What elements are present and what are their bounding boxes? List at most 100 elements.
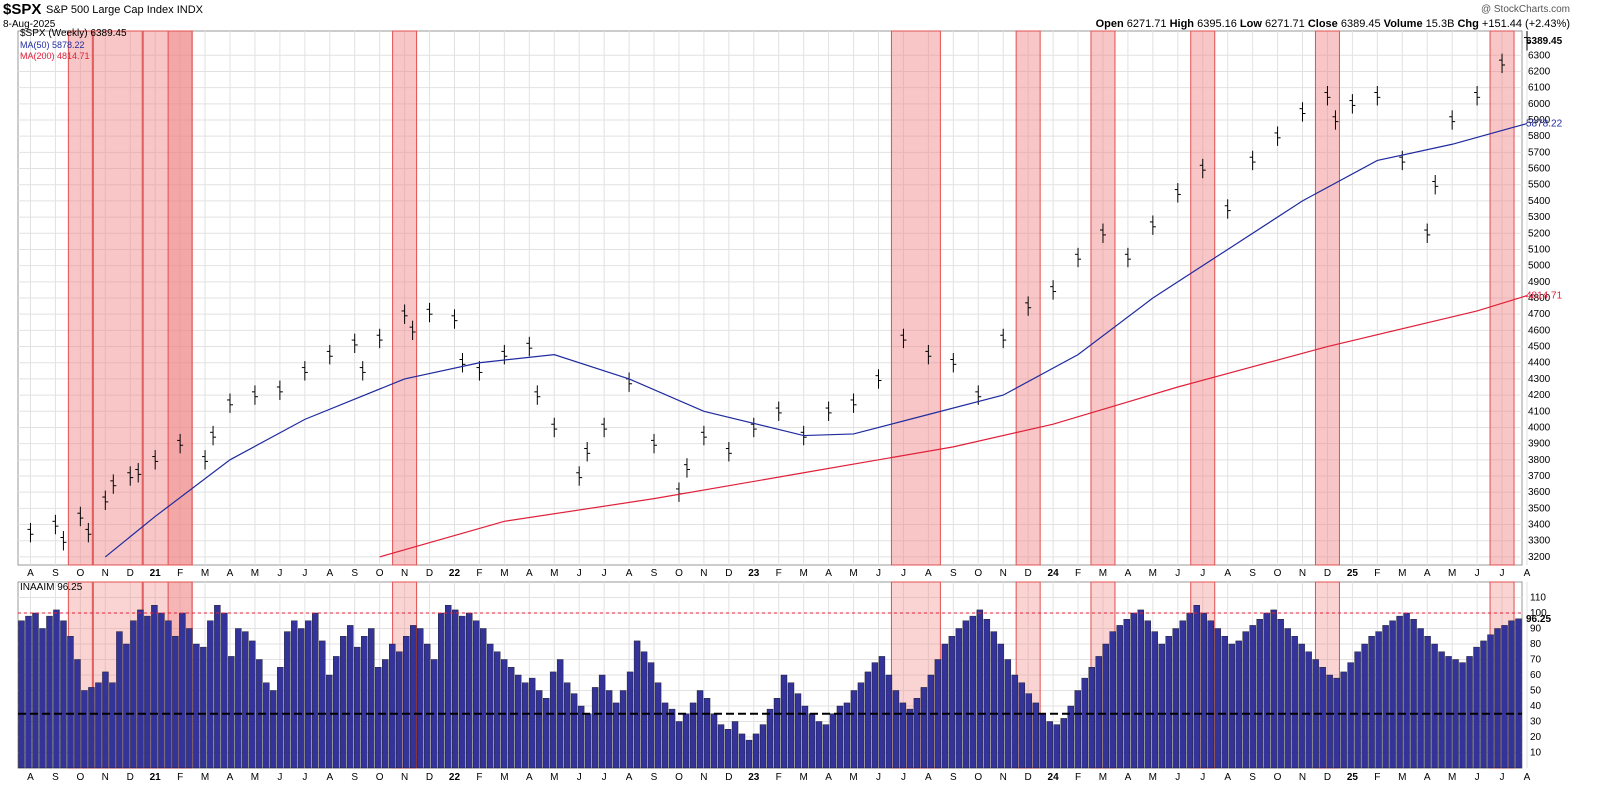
naaim-bar	[1200, 612, 1207, 769]
indicator-x-tick-label: 23	[748, 772, 760, 783]
price-y-tick-label: 3500	[1528, 503, 1551, 514]
highlight-band	[1190, 30, 1216, 566]
price-x-tick-label: D	[426, 568, 433, 579]
naaim-bar	[228, 656, 235, 769]
naaim-bar	[1081, 677, 1088, 769]
indicator-x-tick-label: 21	[150, 772, 162, 783]
indicator-x-tick-label: F	[1075, 772, 1081, 783]
price-x-tick-label: M	[550, 568, 558, 579]
naaim-bar	[1501, 625, 1508, 769]
naaim-bar	[452, 609, 459, 769]
price-x-tick-label: A	[925, 568, 932, 579]
price-x-tick-label: J	[602, 568, 607, 579]
indicator-x-tick-label: A	[825, 772, 832, 783]
naaim-bar	[396, 651, 403, 769]
naaim-bar	[1396, 615, 1403, 769]
price-x-tick-label: M	[201, 568, 209, 579]
naaim-bar	[962, 620, 970, 769]
indicator-y-tick-label: 80	[1530, 639, 1542, 650]
high-label: High	[1169, 18, 1195, 30]
naaim-bar	[312, 612, 319, 769]
naaim-bar	[668, 708, 676, 769]
price-x-tick-label: M	[1099, 568, 1107, 579]
naaim-bar	[39, 628, 46, 769]
indicator-x-tick-label: N	[401, 772, 408, 783]
naaim-bar	[990, 631, 998, 769]
ma200-last-label: 4814.71	[1526, 291, 1563, 302]
price-y-tick-label: 3900	[1528, 439, 1551, 450]
naaim-bar	[1221, 636, 1228, 769]
price-x-tick-label: N	[1299, 568, 1306, 579]
indicator-x-tick-label: D	[1025, 772, 1032, 783]
naaim-bar	[1046, 721, 1054, 769]
naaim-last-label: 96.25	[1526, 614, 1551, 625]
naaim-bar	[1459, 662, 1466, 769]
price-x-tick-label: F	[476, 568, 482, 579]
indicator-y-tick-label: 50	[1530, 686, 1542, 697]
price-y-tick-label: 4400	[1528, 358, 1551, 369]
naaim-bar	[242, 631, 249, 769]
indicator-x-tick-label: S	[1249, 772, 1256, 783]
naaim-bar	[186, 628, 193, 769]
naaim-bar	[1144, 620, 1151, 769]
indicator-x-tick-label: J	[577, 772, 582, 783]
naaim-bar	[745, 739, 753, 769]
price-x-tick-label: D	[1324, 568, 1331, 579]
price-x-tick-label: J	[1200, 568, 1205, 579]
naaim-bar	[850, 690, 858, 769]
naaim-bar	[955, 628, 963, 769]
price-y-tick-label: 3200	[1528, 552, 1551, 563]
naaim-bar	[326, 674, 333, 769]
naaim-bar	[1249, 625, 1256, 769]
naaim-bar	[822, 724, 830, 769]
naaim-bar	[459, 615, 466, 769]
naaim-bar	[521, 682, 529, 769]
indicator-x-tick-label: A	[326, 772, 333, 783]
naaim-bar	[752, 733, 760, 769]
naaim-bar	[361, 636, 368, 769]
price-y-tick-label: 5700	[1528, 147, 1551, 158]
indicator-x-tick-label: 25	[1347, 772, 1359, 783]
naaim-bar	[892, 690, 900, 769]
naaim-bar	[123, 643, 130, 769]
naaim-bar	[270, 690, 277, 769]
price-x-tick-label: J	[1500, 568, 1505, 579]
highlight-band	[890, 30, 941, 566]
naaim-bar	[899, 702, 907, 769]
naaim-bar	[221, 612, 228, 769]
naaim-bar	[284, 631, 291, 769]
naaim-bar	[829, 713, 837, 769]
symbol: $SPX	[3, 1, 42, 18]
naaim-bar	[158, 612, 165, 769]
indicator-x-tick-label: A	[1224, 772, 1231, 783]
chart-date: 8-Aug-2025	[3, 19, 56, 30]
naaim-bar	[1263, 612, 1270, 769]
naaim-bar	[1473, 646, 1480, 769]
price-x-tick-label: S	[52, 568, 59, 579]
naaim-bar	[857, 682, 865, 769]
price-y-tick-label: 5100	[1528, 244, 1551, 255]
price-y-tick-label: 3300	[1528, 536, 1551, 547]
naaim-bar	[654, 682, 662, 769]
naaim-bar	[675, 721, 683, 769]
indicator-x-tick-label: J	[901, 772, 906, 783]
price-y-tick-label: 5800	[1528, 131, 1551, 142]
naaim-bar	[354, 646, 361, 769]
naaim-bar	[214, 605, 221, 769]
naaim-bar	[703, 698, 711, 769]
naaim-bar	[1361, 643, 1368, 769]
naaim-bar	[626, 671, 634, 769]
naaim-bar	[1291, 636, 1298, 769]
naaim-bar	[46, 615, 53, 769]
naaim-bar	[1445, 656, 1452, 769]
naaim-bar	[1368, 636, 1375, 769]
naaim-bar	[591, 687, 599, 769]
naaim-bar	[333, 656, 340, 769]
naaim-bar	[584, 713, 592, 769]
price-x-tick-label: A	[27, 568, 34, 579]
naaim-bar	[913, 698, 921, 769]
naaim-bar	[1186, 612, 1193, 769]
indicator-x-tick-label: S	[351, 772, 358, 783]
naaim-bar	[983, 619, 991, 769]
naaim-bar	[689, 702, 697, 769]
